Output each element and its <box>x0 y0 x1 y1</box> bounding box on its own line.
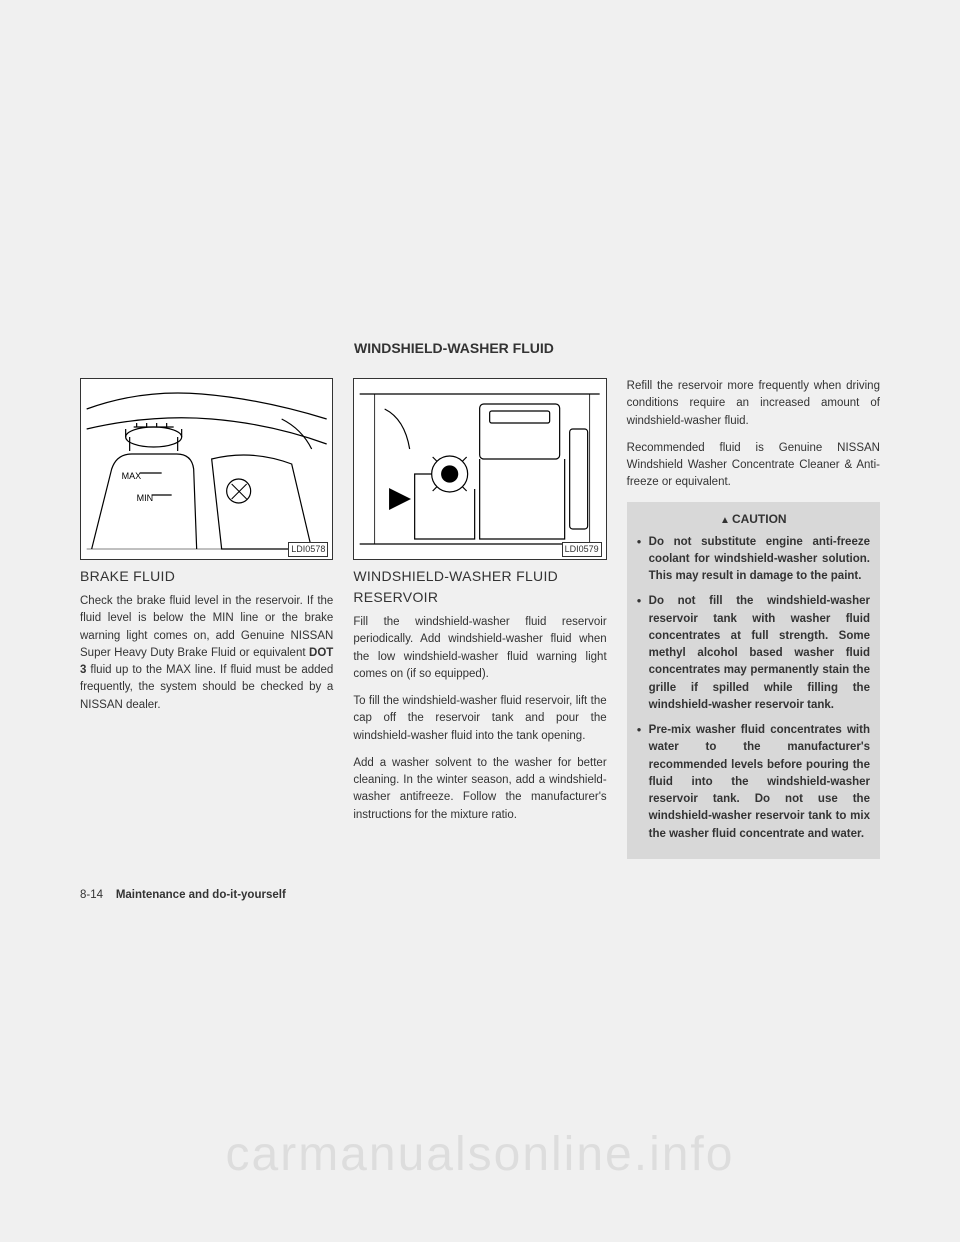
washer-reservoir-diagram <box>354 379 605 559</box>
section-header: WINDSHIELD-WASHER FLUID <box>354 340 880 356</box>
brake-text-part2: fluid up to the MAX line. If fluid must … <box>80 664 333 711</box>
caution-item-1: Do not substitute engine anti-freeze coo… <box>637 534 870 586</box>
refill-text: Refill the reservoir more frequently whe… <box>627 378 880 430</box>
brake-reservoir-diagram: MAX MIN <box>81 379 332 559</box>
washer-p3: Add a washer solvent to the washer for b… <box>353 755 606 824</box>
caution-item-3: Pre-mix washer fluid concentrates with w… <box>637 722 870 843</box>
page-number: 8-14 <box>80 889 103 901</box>
column-2: LDI0579 WINDSHIELD-WASHER FLUID RESERVOI… <box>353 378 606 859</box>
brake-fluid-figure: MAX MIN LDI0578 <box>80 378 333 560</box>
watermark: carmanualsonline.info <box>0 1127 960 1182</box>
brake-fluid-text: Check the brake fluid level in the reser… <box>80 593 333 714</box>
caution-box: CAUTION Do not substitute engine anti-fr… <box>627 502 880 859</box>
caution-item-2: Do not fill the windshield-washer reserv… <box>637 593 870 714</box>
page-footer: 8-14 Maintenance and do-it-yourself <box>80 889 880 901</box>
caution-title: CAUTION <box>637 510 870 528</box>
column-1: MAX MIN LDI0578 BRAKE FLUID Check the br… <box>80 378 333 859</box>
section-name: Maintenance and do-it-yourself <box>116 889 286 901</box>
washer-p2: To fill the windshield-washer fluid rese… <box>353 693 606 745</box>
svg-text:MAX: MAX <box>122 471 142 481</box>
column-3: Refill the reservoir more frequently whe… <box>627 378 880 859</box>
svg-text:MIN: MIN <box>137 493 154 503</box>
washer-p1: Fill the windshield-washer fluid reservo… <box>353 614 606 683</box>
washer-reservoir-figure: LDI0579 <box>353 378 606 560</box>
recommended-fluid-text: Recommended fluid is Genuine NISSAN Wind… <box>627 440 880 492</box>
manual-page: WINDSHIELD-WASHER FLUID MAX MIN <box>80 340 880 901</box>
caution-list: Do not substitute engine anti-freeze coo… <box>637 534 870 843</box>
figure-2-label: LDI0579 <box>562 542 602 558</box>
content-columns: MAX MIN LDI0578 BRAKE FLUID Check the br… <box>80 378 880 859</box>
brake-text-part1: Check the brake fluid level in the reser… <box>80 595 333 659</box>
figure-1-label: LDI0578 <box>288 542 328 558</box>
brake-fluid-heading: BRAKE FLUID <box>80 566 333 587</box>
washer-reservoir-heading: WINDSHIELD-WASHER FLUID RESERVOIR <box>353 566 606 608</box>
